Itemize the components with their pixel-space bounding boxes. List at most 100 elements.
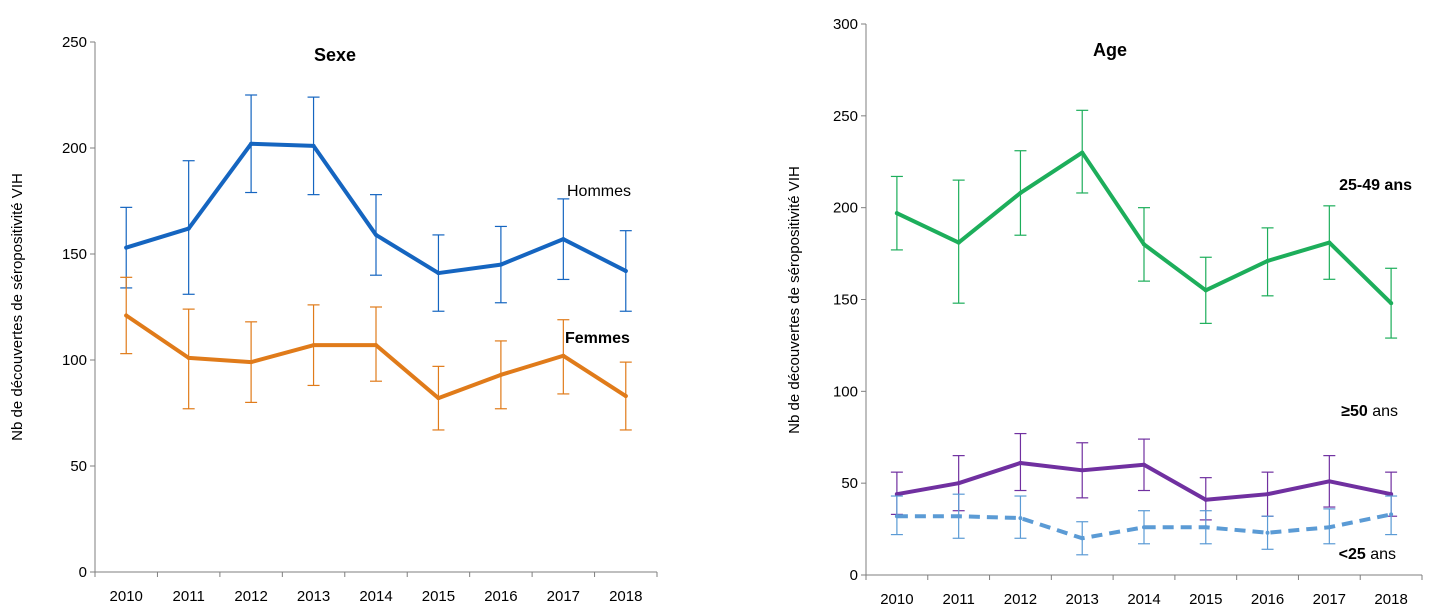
data-point xyxy=(1142,462,1146,467)
x-tick-label: 2017 xyxy=(547,588,580,605)
x-tick-label: 2013 xyxy=(1066,591,1099,607)
series-hommes xyxy=(120,94,632,312)
data-point xyxy=(1389,492,1394,497)
y-tick-label: 100 xyxy=(62,352,87,369)
series-label-text: Hommes xyxy=(567,183,631,200)
y-tick-label: 150 xyxy=(62,246,87,263)
y-tick-label: 200 xyxy=(62,140,87,157)
data-point xyxy=(374,232,378,237)
data-point xyxy=(894,211,899,216)
data-point xyxy=(311,343,316,348)
series-label-lt25: <25 ans xyxy=(1339,546,1396,563)
x-tick-label: 2014 xyxy=(359,588,392,605)
y-tick-label: 250 xyxy=(62,34,87,51)
x-tick-label: 2016 xyxy=(484,588,517,605)
data-point xyxy=(1080,150,1085,155)
y-tick-label: 300 xyxy=(833,16,858,33)
series-50plus xyxy=(890,432,1398,521)
data-point xyxy=(1389,512,1394,517)
y-tick-label: 150 xyxy=(833,292,858,309)
y-tick-label: 250 xyxy=(833,108,858,125)
y-tick-label: 50 xyxy=(841,475,858,492)
series-label-text: ans xyxy=(1368,403,1398,420)
series-label-bold: 25-49 ans xyxy=(1339,177,1412,194)
data-point xyxy=(124,245,129,250)
series-label-femmes: Femmes xyxy=(565,330,630,347)
y-tick-label: 0 xyxy=(850,567,858,584)
x-tick-label: 2018 xyxy=(609,588,642,605)
x-tick-label: 2016 xyxy=(1251,591,1284,607)
data-point xyxy=(1203,525,1208,530)
data-point xyxy=(1142,525,1146,530)
data-point xyxy=(124,313,129,318)
x-tick-label: 2012 xyxy=(1004,591,1037,607)
y-tick-label: 50 xyxy=(70,458,87,475)
series-label-25-49: 25-49 ans xyxy=(1339,177,1412,194)
data-point xyxy=(498,372,503,377)
data-point xyxy=(1080,468,1085,473)
data-point xyxy=(1327,525,1332,530)
data-point xyxy=(1142,242,1146,247)
data-point xyxy=(623,394,628,399)
data-point xyxy=(1327,240,1332,245)
data-point xyxy=(894,514,899,519)
data-point xyxy=(249,141,254,146)
series-25-49 xyxy=(890,109,1398,339)
x-tick-label: 2011 xyxy=(943,591,975,607)
data-point xyxy=(956,481,961,486)
data-point xyxy=(956,240,961,245)
data-point xyxy=(1080,536,1085,541)
data-point xyxy=(1265,492,1270,497)
data-point xyxy=(1203,497,1208,502)
data-point xyxy=(1018,516,1023,521)
data-point xyxy=(186,226,191,231)
x-tick-label: 2014 xyxy=(1127,591,1160,607)
data-point xyxy=(956,514,961,519)
data-point xyxy=(1018,190,1023,195)
data-point xyxy=(1018,460,1023,465)
data-point xyxy=(1265,530,1270,535)
series-label-bold: <25 xyxy=(1339,546,1366,563)
data-point xyxy=(1203,288,1208,293)
chart-sexe: 0 50 100 150 200 250 2010 2011 2012 2013 2014 2015 2… xyxy=(9,34,658,605)
series-label-text: ans xyxy=(1366,546,1396,563)
data-point xyxy=(498,262,503,267)
data-point xyxy=(561,353,566,358)
data-point xyxy=(436,396,441,401)
data-point xyxy=(186,355,191,360)
x-tick-label: 2013 xyxy=(297,588,330,605)
x-tick-label: 2010 xyxy=(880,591,913,607)
x-tick-label: 2018 xyxy=(1374,591,1407,607)
x-tick-label: 2011 xyxy=(173,588,205,605)
y-axis-label: Nb de découvertes de séropositivité VIH xyxy=(786,166,803,434)
data-point xyxy=(374,343,378,348)
data-point xyxy=(561,237,566,242)
chart-age: 0 50 100 150 200 250 300 2010 2011 2012 2013 2014 20… xyxy=(786,16,1423,607)
series-lt25 xyxy=(890,493,1398,556)
y-tick-label: 200 xyxy=(833,200,858,217)
series-femmes xyxy=(120,276,632,431)
series-label-bold: Femmes xyxy=(565,330,630,347)
y-axis-label: Nb de découvertes de séropositivité VIH xyxy=(9,173,26,441)
x-tick-label: 2015 xyxy=(422,588,455,605)
x-tick-label: 2015 xyxy=(1189,591,1222,607)
x-tick-label: 2017 xyxy=(1313,591,1346,607)
data-point xyxy=(623,268,628,273)
series-line xyxy=(896,512,1392,541)
x-tick-label: 2012 xyxy=(234,588,267,605)
series-label-50plus: ≥50 ans xyxy=(1341,403,1398,420)
data-point xyxy=(311,143,316,148)
data-point xyxy=(1389,301,1394,306)
chart-title: Age xyxy=(1093,40,1127,60)
data-point xyxy=(249,360,254,365)
data-point xyxy=(1265,258,1270,263)
data-point xyxy=(436,271,441,276)
chart-title: Sexe xyxy=(314,45,356,65)
series-label-hommes: Hommes xyxy=(567,183,631,200)
data-point xyxy=(1327,479,1332,484)
y-tick-label: 0 xyxy=(79,564,87,581)
data-point xyxy=(894,492,899,497)
series-label-bold: ≥50 xyxy=(1341,403,1368,420)
x-tick-label: 2010 xyxy=(110,588,143,605)
